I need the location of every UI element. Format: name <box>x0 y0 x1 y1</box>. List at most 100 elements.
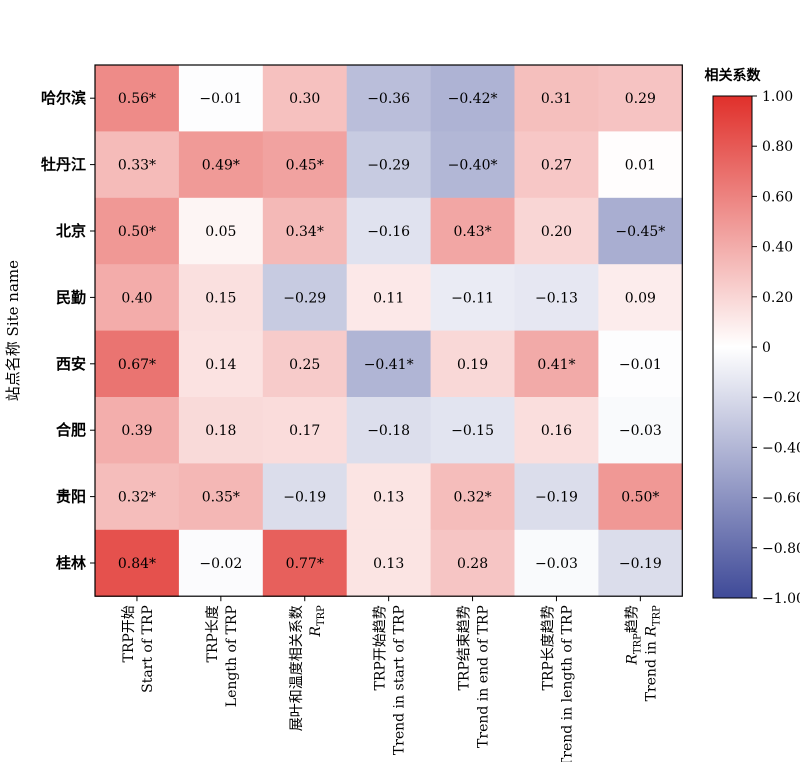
column-label-line2: Length of TRP <box>224 605 240 707</box>
colorbar-tick-label: 0.80 <box>762 139 793 155</box>
cell-value-label: 0.09 <box>625 290 656 306</box>
heatmap-cell <box>514 463 599 531</box>
y-axis-title: 站点名称 Site name <box>4 260 22 401</box>
cell-value-label: −0.02 <box>199 556 242 572</box>
heatmap-cell <box>430 65 516 132</box>
row-label: 西安 <box>56 355 86 373</box>
cell-value-label: −0.19 <box>619 556 662 572</box>
cell-value-label: −0.18 <box>367 423 410 439</box>
cell-value-label: 0.25 <box>289 357 320 373</box>
cell-value-label: 0.50* <box>118 224 156 240</box>
cell-value-label: −0.01 <box>619 357 662 373</box>
heatmap-cell <box>346 463 432 531</box>
heatmap-cell <box>262 529 348 597</box>
cell-value-label: −0.03 <box>619 423 662 439</box>
column-label-line1: TRP长度 <box>205 605 221 662</box>
cell-value-label: 0.15 <box>205 290 236 306</box>
column-label-line1: TRP开始 <box>121 605 137 662</box>
colorbar-title: 相关系数 <box>705 67 762 84</box>
colorbar-tick-label: −1.00 <box>762 591 800 607</box>
heatmap-cell <box>514 65 599 132</box>
cell-value-label: 0.32* <box>118 490 156 506</box>
heatmap-cell <box>346 197 432 265</box>
cell-value-label: 0.20 <box>541 224 572 240</box>
cell-value-label: 0.50* <box>621 490 659 506</box>
cell-value-label: 0.14 <box>205 357 236 373</box>
row-label: 牡丹江 <box>41 156 86 174</box>
cell-value-label: −0.40* <box>448 158 498 174</box>
heatmap-cell <box>598 463 683 531</box>
colorbar-gradient <box>712 95 753 599</box>
cell-value-label: 0.45* <box>286 158 324 174</box>
cell-value-label: −0.01 <box>199 91 242 107</box>
cell-value-label: −0.19 <box>283 490 326 506</box>
column-label-line1: TRP长度趋势 <box>540 605 556 690</box>
cell-value-label: −0.16 <box>367 224 410 240</box>
column-label-line2: Trend in start of TRP <box>392 605 408 755</box>
heatmap-cell <box>262 264 348 332</box>
heatmap-cell <box>430 131 516 199</box>
colorbar-tick-label: 0.40 <box>762 240 793 256</box>
cell-value-label: −0.42* <box>448 91 498 107</box>
heatmap-cell <box>262 131 348 199</box>
heatmap-cell <box>178 463 264 531</box>
heatmap-cell <box>514 529 599 597</box>
heatmap-cell <box>346 529 432 597</box>
colorbar: 相关系数 1.00 0.80 0.60 0.40 0.20 0 −0.20 −0.40 −0.6… <box>705 67 800 607</box>
heatmap-cell <box>178 330 264 398</box>
cell-value-label: 0.49* <box>202 158 240 174</box>
y-axis-label: 站点名称 Site name <box>4 260 22 401</box>
heatmap-cell <box>95 330 180 398</box>
colorbar-tick-label: 1.00 <box>762 89 793 105</box>
cell-value-label: −0.36 <box>367 91 410 107</box>
heatmap-cell <box>178 264 264 332</box>
cell-value-label: 0.19 <box>457 357 488 373</box>
row-label: 北京 <box>56 222 86 240</box>
heatmap-cell <box>430 330 516 398</box>
cell-value-label: −0.03 <box>535 556 578 572</box>
cell-value-label: 0.01 <box>625 158 656 174</box>
heatmap-cell <box>95 397 180 464</box>
heatmap-cell <box>430 397 516 464</box>
cell-value-label: −0.11 <box>451 290 494 306</box>
cell-value-label: 0.31 <box>541 91 572 107</box>
heatmap-cell <box>95 197 180 265</box>
cell-value-label: 0.18 <box>205 423 236 439</box>
heatmap-cell <box>95 131 180 199</box>
heatmap-cell <box>262 197 348 265</box>
heatmap-cell <box>514 264 599 332</box>
colorbar-tick-label: −0.60 <box>762 491 800 507</box>
heatmap-cell <box>95 463 180 531</box>
cell-value-label: 0.17 <box>289 423 320 439</box>
cell-value-label: 0.13 <box>373 556 404 572</box>
cell-value-label: 0.29 <box>625 91 656 107</box>
cell-value-label: 0.41* <box>537 357 575 373</box>
heatmap-cell <box>262 330 348 398</box>
cell-value-label: −0.29 <box>367 158 410 174</box>
column-label-line1: 展叶和温度相关系数 <box>289 605 305 731</box>
row-label: 合肥 <box>55 421 86 439</box>
cell-value-label: 0.67* <box>118 357 156 373</box>
cell-value-label: 0.34* <box>286 224 324 240</box>
cell-value-label: 0.13 <box>373 490 404 506</box>
heatmap-cell <box>178 397 264 464</box>
colorbar-tick-label: 0.60 <box>762 189 793 205</box>
cell-value-label: 0.28 <box>457 556 488 572</box>
heatmap-cell <box>598 397 683 464</box>
row-label: 民勤 <box>56 288 86 306</box>
cell-value-label: 0.11 <box>373 290 404 306</box>
column-label-line2: Trend in length of TRP <box>559 605 575 762</box>
heatmap-cell <box>430 264 516 332</box>
heatmap-cell <box>262 65 348 132</box>
column-labels: TRP开始 Start of TRP TRP长度 Length of TRP 展叶和温度… <box>121 596 662 762</box>
heatmap-cell <box>178 529 264 597</box>
cell-value-label: −0.29 <box>283 290 326 306</box>
column-label-line1: RTRP趋势 <box>624 605 643 665</box>
cell-value-label: −0.41* <box>364 357 414 373</box>
heatmap-cell <box>346 264 432 332</box>
heatmap-cell <box>262 397 348 464</box>
heatmap-cell <box>178 65 264 132</box>
cell-value-label: 0.40 <box>121 290 152 306</box>
